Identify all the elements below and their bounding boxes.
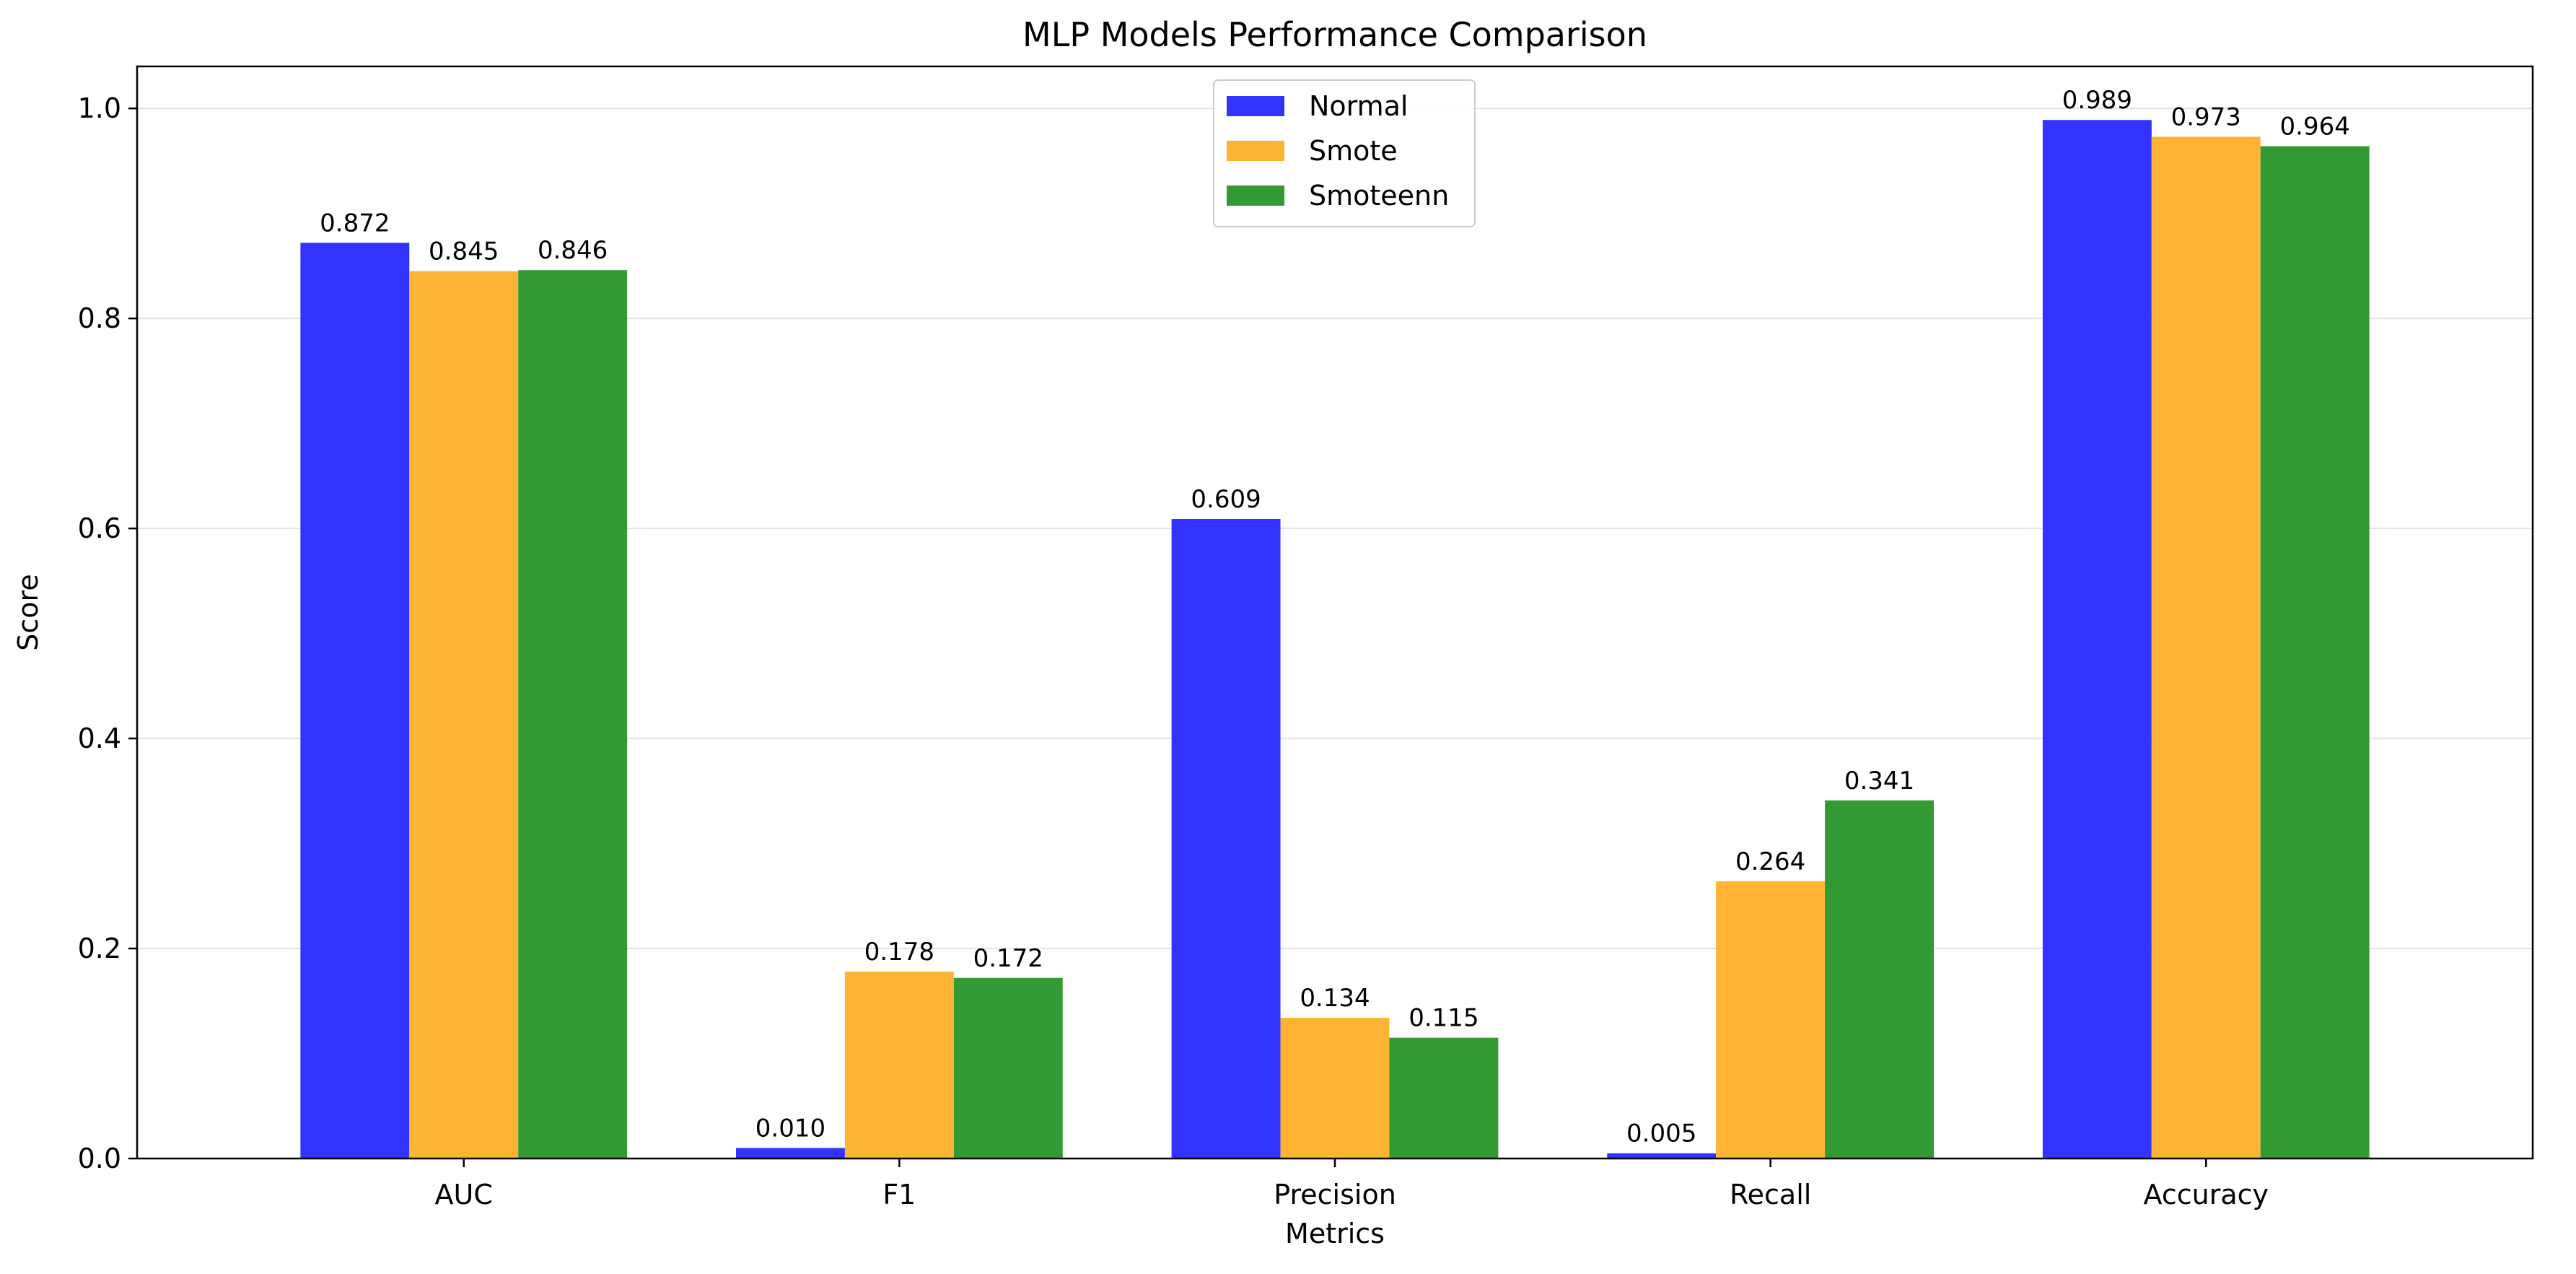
y-tick-label: 0.6 xyxy=(78,512,121,544)
x-tick-label: Precision xyxy=(1274,1179,1396,1210)
value-label: 0.846 xyxy=(538,236,608,265)
y-tick-label: 0.8 xyxy=(78,302,121,334)
bar-smote-recall xyxy=(1716,881,1826,1159)
bar-smote-precision xyxy=(1280,1018,1390,1159)
legend-label-smoteenn: Smoteenn xyxy=(1309,180,1449,211)
legend-label-normal: Normal xyxy=(1309,90,1409,122)
value-label: 0.964 xyxy=(2280,113,2350,141)
bar-normal-accuracy xyxy=(2042,120,2152,1159)
x-tick-label: Accuracy xyxy=(2144,1179,2269,1210)
legend-swatch-normal xyxy=(1227,96,1284,116)
x-tick-label: Recall xyxy=(1730,1179,1811,1210)
axis-ticks: 0.0 0.2 0.4 0.6 0.8 1.0 AUC F1 Precision Recall Ac… xyxy=(78,92,2269,1210)
value-label: 0.172 xyxy=(973,944,1043,973)
bar-normal-auc xyxy=(300,243,410,1159)
legend-swatch-smoteenn xyxy=(1227,186,1284,206)
bar-smote-f1 xyxy=(844,972,954,1159)
value-labels: 0.872 0.845 0.846 0.010 0.178 0.172 0.609 0.134… xyxy=(320,86,2350,1148)
x-axis-label: Metrics xyxy=(1285,1218,1385,1249)
bar-smoteenn-accuracy xyxy=(2260,146,2370,1159)
value-label: 0.264 xyxy=(1735,847,1805,876)
value-label: 0.989 xyxy=(2062,86,2132,115)
legend: Normal Smote Smoteenn xyxy=(1213,79,1476,227)
value-label: 0.341 xyxy=(1844,767,1914,795)
bar-smoteenn-precision xyxy=(1389,1037,1499,1159)
bar-smoteenn-auc xyxy=(518,270,628,1159)
legend-label-smote: Smote xyxy=(1309,135,1398,167)
value-label: 0.115 xyxy=(1409,1004,1478,1033)
bar-normal-precision xyxy=(1171,519,1281,1159)
value-label: 0.845 xyxy=(429,237,499,266)
value-label: 0.134 xyxy=(1300,984,1370,1013)
y-axis-label: Score xyxy=(12,574,44,650)
bar-normal-recall xyxy=(1607,1153,1717,1159)
bar-smote-auc xyxy=(409,271,519,1159)
y-tick-label: 1.0 xyxy=(78,92,121,124)
value-label: 0.010 xyxy=(755,1114,825,1143)
y-tick-label: 0.0 xyxy=(78,1143,121,1174)
y-tick-label: 0.4 xyxy=(78,723,121,754)
bars xyxy=(300,120,2370,1159)
legend-swatch-smote xyxy=(1227,141,1284,161)
bar-smoteenn-f1 xyxy=(953,977,1063,1159)
bar-smote-accuracy xyxy=(2151,136,2261,1159)
value-label: 0.005 xyxy=(1626,1120,1696,1148)
value-label: 0.609 xyxy=(1191,485,1261,514)
x-tick-label: F1 xyxy=(882,1179,916,1210)
value-label: 0.872 xyxy=(320,209,390,237)
value-label: 0.178 xyxy=(864,938,934,967)
value-label: 0.973 xyxy=(2171,102,2241,131)
x-tick-label: AUC xyxy=(435,1179,493,1210)
bar-smoteenn-recall xyxy=(1825,800,1934,1159)
chart-title: MLP Models Performance Comparison xyxy=(1022,15,1647,54)
y-tick-label: 0.2 xyxy=(78,933,121,964)
bar-normal-f1 xyxy=(736,1148,845,1159)
